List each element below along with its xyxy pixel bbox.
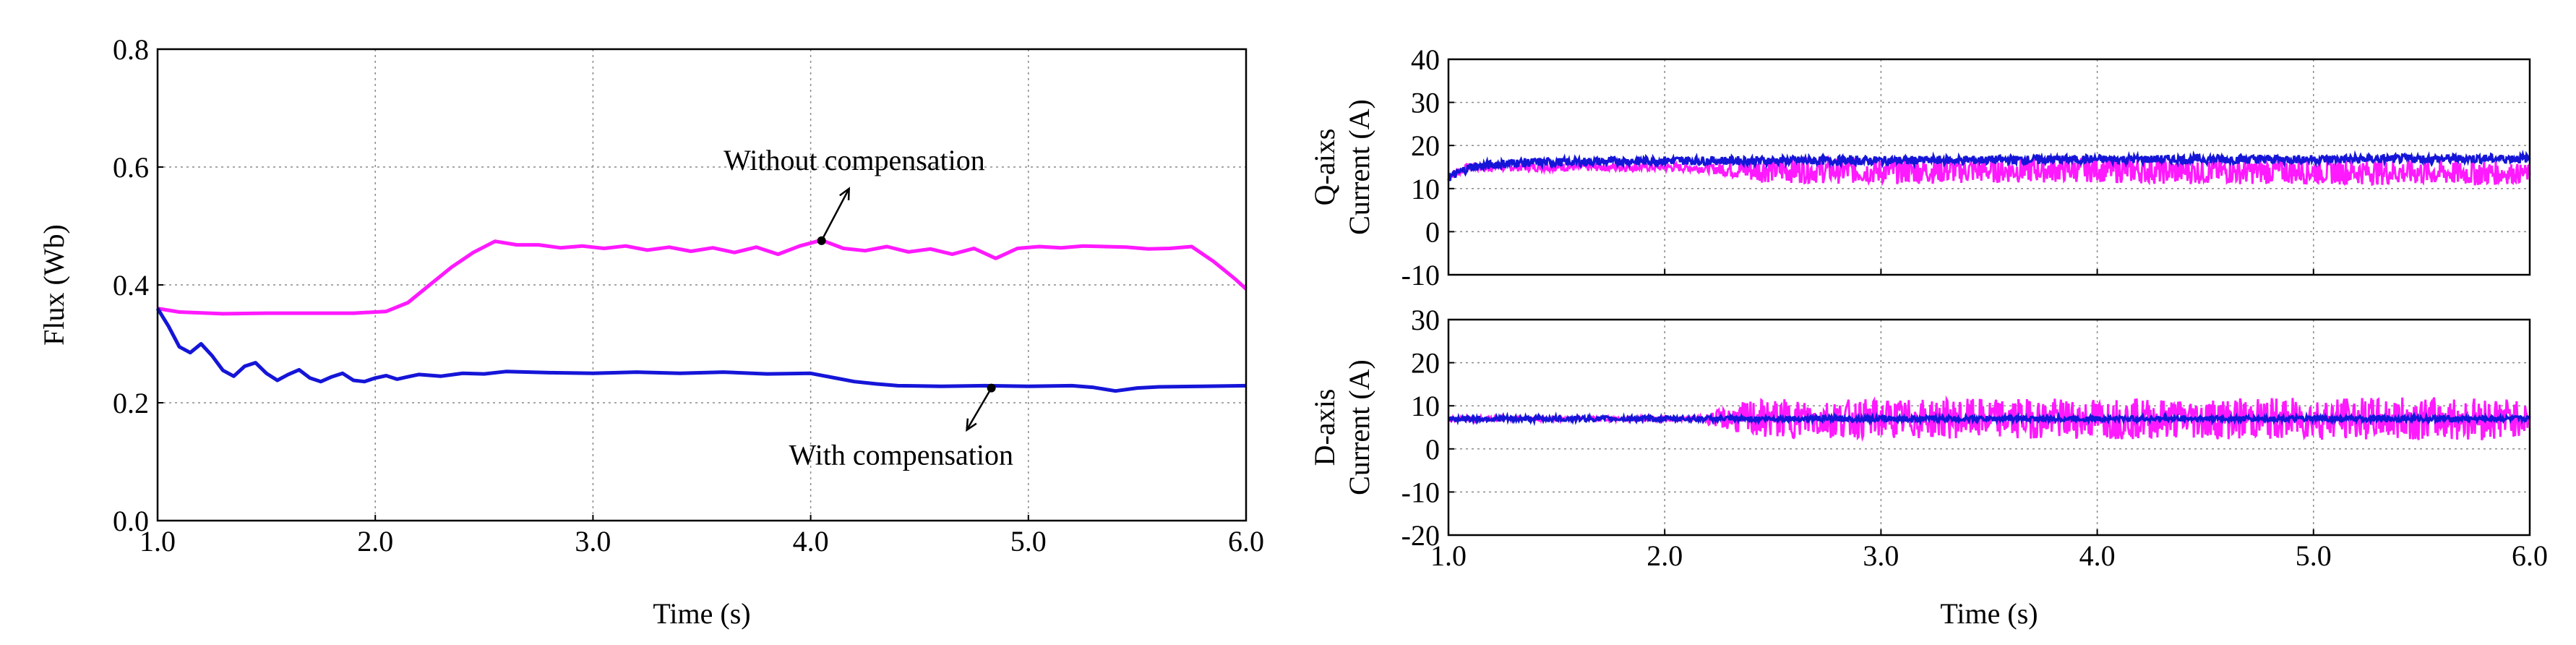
d-axis-ytick-label: 10 [1411,390,1440,422]
annotation-without-compensation-arrowhead [839,187,851,200]
annotation-with-compensation-arrow [966,387,992,431]
d-axis-xtick-label: 2.0 [1647,539,1683,572]
flux-series-with-compensation [155,307,1247,393]
d-axis-ytick-label: -10 [1401,476,1440,508]
annotation-with-compensation-label: With compensation [789,439,1013,471]
flux-xtick-label: 2.0 [357,525,393,558]
d-axis-xtick-label: 1.0 [1430,539,1467,572]
d-axis-series [1447,395,2531,443]
flux-ytick-label: 0.2 [113,387,149,419]
q-axis-ytick-label: 20 [1411,129,1440,162]
q-axis-ytick-label: 10 [1411,173,1440,205]
q-axis-ytick-label: 40 [1411,43,1440,76]
flux-xtick-label: 5.0 [1010,525,1047,558]
flux-xtick-label: 6.0 [1228,525,1264,558]
d-axis-xtick-label: 4.0 [2079,539,2116,572]
flux-xtick-label: 1.0 [139,525,176,558]
d-axis-ytick-label: 30 [1411,304,1440,336]
annotation-without-compensation-arrow [820,188,850,242]
annotation-with-compensation-arrowhead [966,418,977,432]
d-axis-ytick-label: 0 [1425,433,1440,466]
q-axis-gridlines [1448,59,2530,275]
q-axis-y-label-line1: Q-aixs [1308,129,1341,206]
q-axis-chart: -10 0 10 20 30 40 Q-aixs Current (A) [1308,43,2531,291]
flux-x-label: Time (s) [653,597,750,630]
d-axis-y-label-line2: Current (A) [1343,359,1375,495]
q-axis-ytick-label: -10 [1401,259,1440,291]
q-axis-ytick-label: 30 [1411,87,1440,119]
d-axis-xtick-label: 3.0 [1863,539,1899,572]
flux-series-without-compensation [157,238,1248,316]
d-axis-xtick-label: 5.0 [2296,539,2332,572]
flux-ytick-label: 0.6 [113,151,149,184]
d-axis-ytick-label: -20 [1401,519,1440,552]
q-axis-ytick-label: 0 [1425,215,1440,248]
q-axis-series-with-compensation [1447,149,2531,181]
d-axis-chart: -20 -10 0 10 20 30 1.0 2.0 3.0 4.0 5.0 6.0 D-axis C… [1308,304,2548,630]
d-axis-ytick-label: 20 [1411,347,1440,380]
q-axis-plot-frame [1447,58,2531,276]
d-axis-plot-frame [1447,318,2531,537]
d-axis-x-label: Time (s) [1940,597,2038,630]
flux-y-label: Flux (Wb) [38,224,70,346]
flux-chart: 0.0 0.2 0.4 0.6 0.8 1.0 2.0 3.0 4.0 5.0 6.0 Flux (… [38,33,1264,630]
q-axis-series [1447,149,2531,187]
annotation-without-compensation-label: Without compensation [724,144,985,176]
flux-ytick-label: 0.4 [113,269,149,302]
flux-annotations: Without compensation With compensation [724,144,1013,471]
flux-series [155,238,1248,393]
flux-ytick-label: 0.0 [113,505,149,537]
d-axis-xtick-label: 6.0 [2512,539,2548,572]
d-axis-series-with-compensation [1448,411,2530,427]
flux-xtick-label: 4.0 [793,525,829,558]
d-axis-gridlines [1448,320,2530,535]
flux-xtick-label: 3.0 [575,525,611,558]
q-axis-ticks: -10 0 10 20 30 40 [1401,43,2530,291]
flux-ticks: 0.0 0.2 0.4 0.6 0.8 1.0 2.0 3.0 4.0 5.0 6.0 [113,33,1264,558]
q-axis-y-label-line2: Current (A) [1343,99,1375,235]
d-axis-ticks: -20 -10 0 10 20 30 1.0 2.0 3.0 4.0 5.0 6.0 [1401,304,2548,572]
d-axis-y-label-line1: D-axis [1308,389,1341,466]
flux-gridlines [158,49,1246,521]
flux-ytick-label: 0.8 [113,33,149,66]
